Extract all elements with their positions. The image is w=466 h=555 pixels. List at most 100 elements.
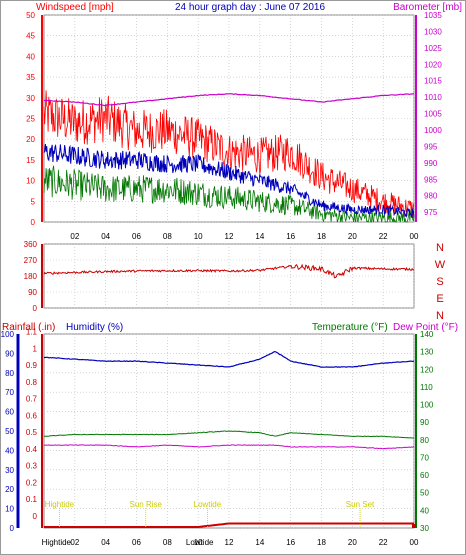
wind-x-tick-label: 20 — [348, 232, 357, 241]
wind-y-tick-label: 30 — [26, 94, 35, 103]
rain-y-tick-label: 0.8 — [26, 378, 38, 387]
wind-x-tick-label: 00 — [410, 232, 419, 241]
baro-y-tick-label: 1010 — [424, 93, 442, 102]
event-label: Sun Set — [346, 500, 375, 509]
dir-plot-area — [43, 243, 415, 309]
wind-x-tick-label: 16 — [286, 232, 295, 241]
humidity-y-tick-label: 10 — [5, 505, 14, 514]
climate-x-tick-label: 14 — [255, 538, 264, 547]
climate-x-tick-label: 06 — [132, 538, 141, 547]
temp-y-tick-label: 120 — [420, 365, 434, 374]
climate-x-tick-label: 08 — [163, 538, 172, 547]
baro-y-tick-label: 1020 — [424, 60, 442, 69]
temp-y-tick-label: 140 — [420, 330, 434, 339]
windspeed-axis-title: Windspeed [mph] — [36, 2, 114, 13]
baro-y-tick-label: 1015 — [424, 77, 442, 86]
temp-y-tick-label: 50 — [420, 489, 429, 498]
baro-y-tick-label: 1035 — [424, 11, 442, 20]
baro-y-tick-label: 975 — [424, 208, 438, 217]
wind-x-tick-label: 06 — [132, 232, 141, 241]
baro-y-tick-label: 1005 — [424, 110, 442, 119]
rain-y-tick-label: 0.1 — [26, 495, 38, 504]
dir-y-tick-label: 270 — [24, 256, 38, 265]
dewpoint-series-line — [43, 444, 415, 450]
rain-y-tick-label: 1.1 — [26, 328, 38, 337]
wind-y-tick-label: 20 — [26, 135, 35, 144]
compass-letter: E — [436, 293, 443, 305]
tide-bottom-label: Hightide — [42, 538, 72, 547]
rain-y-tick-label: 0.4 — [26, 445, 38, 454]
temp-y-tick-label: 90 — [420, 418, 429, 427]
humidity-y-tick-label: 60 — [5, 408, 14, 417]
wind-y-tick-label: 15 — [26, 156, 35, 165]
dir-y-tick-label: 90 — [28, 288, 37, 297]
temp-y-tick-label: 70 — [420, 453, 429, 462]
baro-y-tick-label: 985 — [424, 175, 438, 184]
dir-y-tick-label: 180 — [24, 272, 38, 281]
wind-y-tick-label: 25 — [26, 115, 35, 124]
humidity-y-tick-label: 30 — [5, 466, 14, 475]
temp-y-tick-label: 130 — [420, 348, 434, 357]
climate-x-tick-label: 10 — [194, 538, 203, 547]
wind-x-tick-label: 04 — [101, 232, 110, 241]
wind-panel: 0510152025303540455097598098599099510001… — [26, 11, 442, 241]
rainfall-series-line — [44, 522, 414, 528]
wind-y-tick-label: 45 — [26, 32, 35, 41]
dir-y-tick-label: 0 — [33, 304, 38, 313]
temp-y-tick-label: 100 — [420, 401, 434, 410]
climate-x-tick-label: 20 — [348, 538, 357, 547]
rain-y-tick-label: 0 — [33, 512, 38, 521]
rain-y-tick-label: 0.9 — [26, 361, 38, 370]
temperature-series-line — [43, 430, 414, 439]
graph-title: 24 hour graph day : June 07 2016 — [175, 2, 326, 13]
humidity-y-tick-label: 70 — [5, 388, 14, 397]
climate-x-tick-label: 18 — [317, 538, 326, 547]
temp-y-tick-label: 30 — [420, 524, 429, 533]
humidity-y-tick-label: 50 — [5, 427, 14, 436]
wind-x-tick-label: 18 — [317, 232, 326, 241]
compass-letter: S — [436, 276, 443, 288]
temperature-axis-title: Temperature (°F) — [312, 322, 388, 333]
climate-x-tick-label: 16 — [286, 538, 295, 547]
wind-y-tick-label: 5 — [31, 197, 36, 206]
climate-x-tick-label: 22 — [379, 538, 388, 547]
dir-y-tick-label: 360 — [24, 240, 38, 249]
rain-y-tick-label: 1 — [33, 344, 38, 353]
baro-y-tick-label: 1000 — [424, 126, 442, 135]
direction-series-line — [43, 263, 415, 279]
humidity-axis-title: Humidity (%) — [66, 322, 123, 333]
baro-y-tick-label: 995 — [424, 142, 438, 151]
temp-y-tick-label: 110 — [420, 383, 433, 392]
humidity-y-tick-label: 80 — [5, 369, 14, 378]
wind-y-tick-label: 0 — [31, 218, 36, 227]
wind-x-tick-label: 02 — [70, 232, 79, 241]
humidity-y-tick-label: 20 — [5, 485, 14, 494]
wind-y-tick-label: 40 — [26, 52, 35, 61]
climate-panel: 010203040506070809010000.10.20.30.40.50.… — [1, 328, 434, 547]
barometer-series-line — [43, 93, 415, 107]
rain-y-tick-label: 0.5 — [26, 428, 38, 437]
wind-y-tick-label: 10 — [26, 177, 35, 186]
humidity-series-line — [44, 350, 415, 368]
wind-y-tick-label: 35 — [26, 73, 35, 82]
climate-x-tick-label: 02 — [70, 538, 79, 547]
baro-y-tick-label: 1025 — [424, 44, 442, 53]
climate-x-tick-label: 04 — [101, 538, 110, 547]
compass-letter: N — [436, 310, 444, 322]
rainfall-axis-title: Rainfall (.in) — [2, 322, 55, 333]
event-label: Hightide — [45, 500, 75, 509]
humidity-y-tick-label: 0 — [10, 524, 15, 533]
wind-x-tick-label: 08 — [163, 232, 172, 241]
compass-letter: N — [436, 242, 444, 254]
event-label: Sun Rise — [130, 500, 163, 509]
wind-x-tick-label: 14 — [255, 232, 264, 241]
temp-y-tick-label: 60 — [420, 471, 429, 480]
gust-series-line — [43, 90, 415, 219]
rainfall-end-marker — [412, 524, 416, 528]
wind-y-tick-label: 50 — [26, 11, 35, 20]
humidity-y-tick-label: 90 — [5, 349, 14, 358]
baro-y-tick-label: 1030 — [424, 27, 442, 36]
dewpoint-axis-title: Dew Point (°F) — [393, 322, 458, 333]
compass-letter: W — [435, 259, 446, 271]
